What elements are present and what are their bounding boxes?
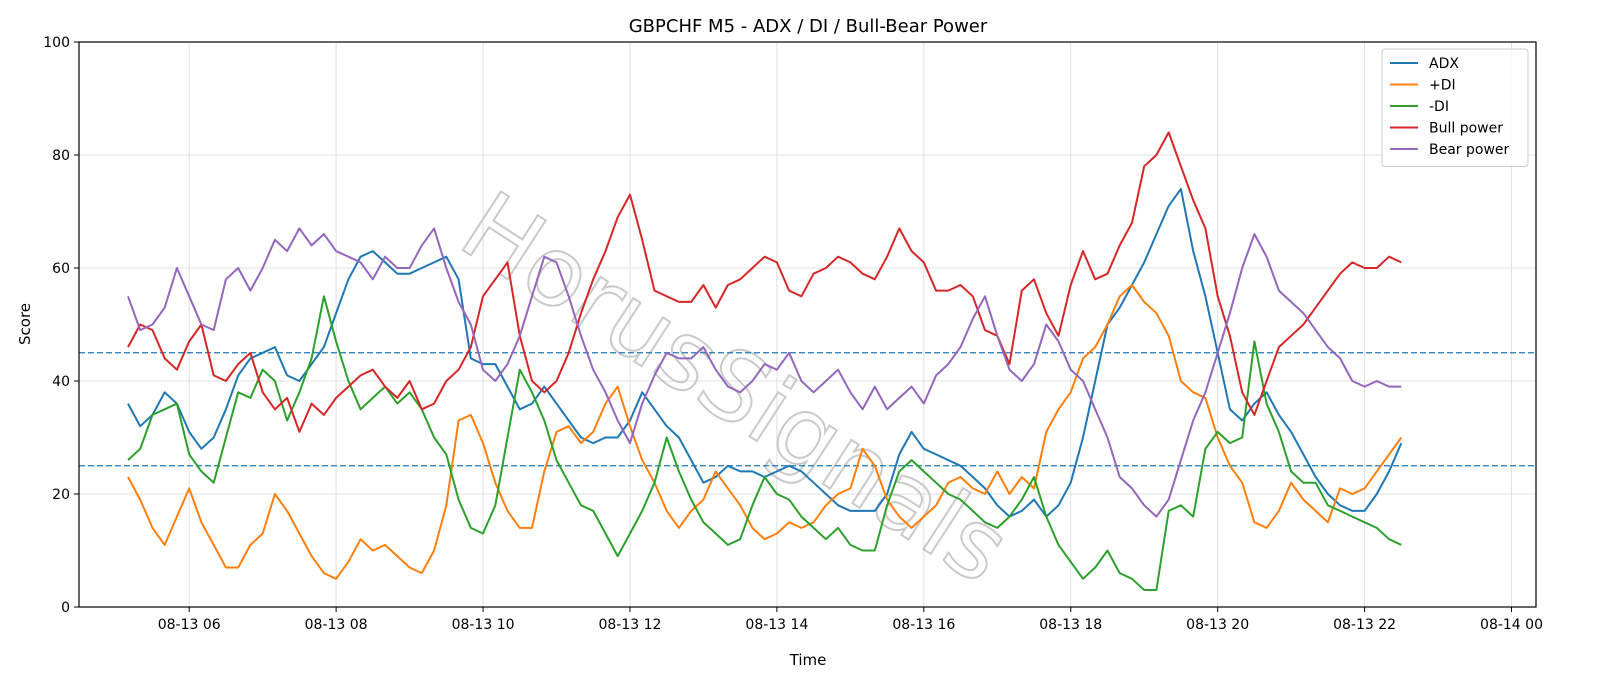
- x-axis: 08-13 06 08-13 08 08-13 10 08-13 12 08-13 14…: [158, 607, 1543, 633]
- y-tick-label: 40: [52, 374, 70, 390]
- y-axis-label: Score: [16, 303, 34, 345]
- series-line-di: [127, 284, 1403, 580]
- series-line-bear-power: [127, 227, 1402, 518]
- y-axis: 0 20 40 60 80 100: [43, 35, 79, 616]
- x-tick-label: 08-13 20: [1186, 617, 1249, 633]
- x-tick-label: 08-14 00: [1480, 617, 1543, 633]
- legend-label: Bear power: [1429, 142, 1510, 158]
- legend-label: +DI: [1429, 78, 1456, 94]
- y-tick-label: 0: [61, 600, 70, 616]
- series-lines: [127, 131, 1403, 591]
- series-line-bull-power: [127, 131, 1402, 433]
- series-line-di: [127, 295, 1402, 591]
- legend-label: -DI: [1429, 99, 1449, 115]
- x-tick-label: 08-13 18: [1039, 617, 1102, 633]
- legend-box: [1381, 48, 1529, 167]
- x-tick-label: 08-13 08: [305, 617, 368, 633]
- x-tick-label: 08-13 06: [158, 617, 221, 633]
- x-tick-label: 08-13 12: [598, 617, 661, 633]
- x-axis-label: Time: [789, 651, 827, 669]
- y-tick-label: 100: [43, 35, 70, 51]
- legend-label: ADX: [1429, 56, 1459, 72]
- x-tick-label: 08-13 10: [452, 617, 515, 633]
- legend-label: Bull power: [1429, 121, 1503, 137]
- y-tick-label: 20: [52, 487, 70, 503]
- plot-frame: [78, 41, 1537, 608]
- x-tick-label: 08-13 16: [892, 617, 955, 633]
- y-tick-label: 60: [52, 261, 70, 277]
- y-tick-label: 80: [52, 148, 70, 164]
- chart-title: GBPCHF M5 - ADX / DI / Bull-Bear Power: [629, 16, 988, 37]
- legend: ADX +DI -DI Bull power Bear power: [1381, 48, 1529, 167]
- x-tick-label: 08-13 14: [745, 617, 808, 633]
- x-tick-label: 08-13 22: [1333, 617, 1396, 633]
